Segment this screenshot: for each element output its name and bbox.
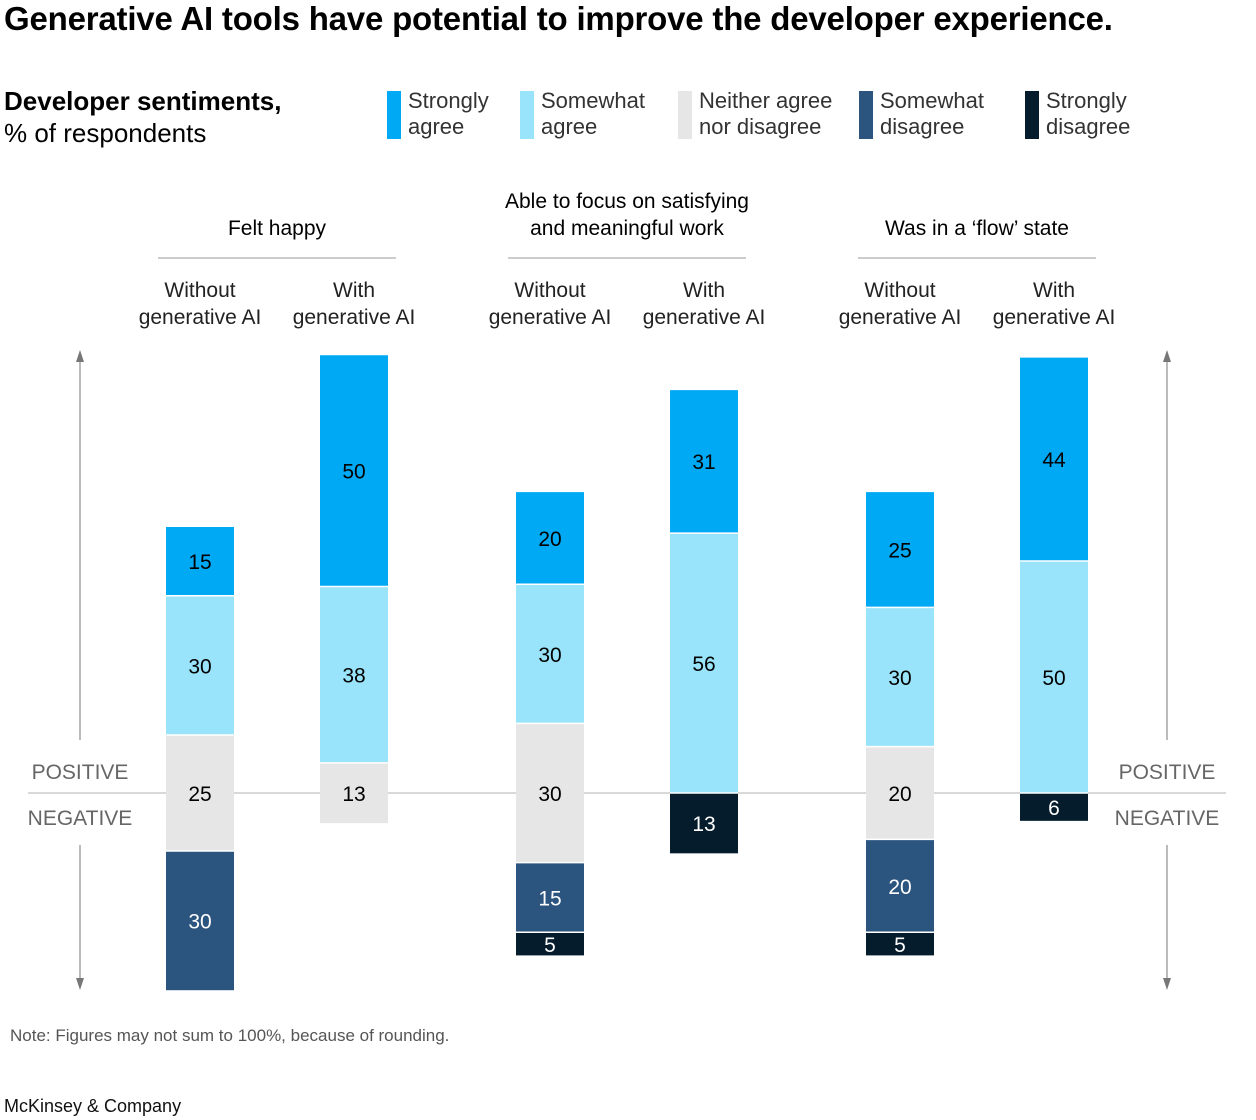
bar-segment-strongly-agree — [166, 526, 234, 596]
legend-item-strongly-agree: Strongly agree — [387, 88, 558, 140]
data-label-strongly-disagree: 5 — [894, 934, 906, 957]
bar-segment-somewhat-agree — [516, 584, 584, 724]
data-label-strongly-agree: 31 — [692, 451, 715, 474]
chart-source: McKinsey & Company — [4, 1096, 182, 1116]
bar-segment-somewhat-agree — [166, 595, 234, 735]
data-label-somewhat-agree: 38 — [342, 665, 365, 688]
bar-label: Without — [514, 279, 585, 302]
right-axis-negative-label: NEGATIVE — [1115, 807, 1220, 830]
bar-segment-somewhat-agree — [320, 586, 388, 763]
bar-label: Without — [164, 279, 235, 302]
data-label-somewhat-disagree: 30 — [188, 911, 211, 934]
bar-segment-strongly-disagree — [670, 793, 738, 854]
data-label-strongly-agree: 15 — [188, 551, 211, 574]
bar-segment-somewhat-agree — [670, 533, 738, 793]
bar-segment-neither-agree-nor-disagree — [866, 746, 934, 840]
bar-segment-somewhat-agree — [1020, 561, 1088, 793]
group-title-3: Was in a ‘flow’ state — [885, 217, 1069, 240]
data-label-neither-agree-nor-disagree: 13 — [342, 783, 365, 806]
legend-label: Strongly agree — [408, 88, 489, 139]
left-axis-positive-label: POSITIVE — [32, 761, 129, 784]
legend-label: Somewhat disagree — [880, 88, 984, 139]
bar-segment-strongly-agree — [516, 491, 584, 585]
legend-item-somewhat-agree: Somewhat agree — [520, 88, 691, 140]
bar-label: generative AI — [643, 306, 766, 329]
right-axis-up-arrow — [1163, 350, 1171, 362]
bar-segment-strongly-agree — [320, 354, 388, 587]
chart-title: Generative AI tools have potential to im… — [4, 0, 1113, 37]
bar-segment-strongly-agree — [866, 491, 934, 608]
bar-segment-somewhat-agree — [866, 607, 934, 747]
data-label-strongly-disagree: 6 — [1048, 797, 1060, 820]
data-label-strongly-disagree: 13 — [692, 813, 715, 836]
data-label-strongly-agree: 44 — [1042, 449, 1066, 472]
bar-segment-somewhat-disagree — [516, 862, 584, 933]
bar-label: Without — [864, 279, 935, 302]
right-axis-positive-label: POSITIVE — [1119, 761, 1216, 784]
data-label-somewhat-agree: 30 — [888, 667, 911, 690]
bar-segment-somewhat-disagree — [866, 839, 934, 933]
legend-label: Strongly disagree — [1046, 88, 1131, 139]
bar-segment-strongly-agree — [1020, 356, 1088, 561]
legend-swatch — [520, 91, 534, 139]
legend-label: Neither agree nor disagree — [699, 88, 833, 139]
bar-segment-strongly-disagree — [516, 932, 584, 956]
data-label-strongly-agree: 20 — [538, 528, 561, 551]
group-title-2: and meaningful work — [530, 217, 724, 240]
bar-label: generative AI — [839, 306, 962, 329]
legend-label: Somewhat agree — [541, 88, 645, 139]
bar-label: generative AI — [993, 306, 1116, 329]
data-label-strongly-agree: 25 — [888, 539, 911, 562]
right-axis-down-arrow — [1163, 978, 1171, 990]
bar-label: generative AI — [489, 306, 612, 329]
data-label-neither-agree-nor-disagree: 30 — [538, 783, 561, 806]
data-label-somewhat-agree: 50 — [1042, 667, 1065, 690]
legend-swatch — [678, 91, 692, 139]
bar-segment-strongly-disagree — [1020, 793, 1088, 821]
bar-label: With — [1033, 279, 1075, 302]
bar-label: generative AI — [293, 306, 416, 329]
chart-subtitle-bold: Developer sentiments, — [4, 86, 282, 116]
legend-swatch — [859, 91, 873, 139]
chart-note: Note: Figures may not sum to 100%, becau… — [10, 1026, 450, 1045]
data-label-strongly-disagree: 5 — [544, 934, 556, 957]
bar-segment-neither-agree-nor-disagree — [166, 735, 234, 851]
group-title-1: Felt happy — [228, 217, 327, 240]
chart-subtitle: % of respondents — [4, 118, 207, 148]
legend-swatch — [387, 91, 401, 139]
data-label-strongly-agree: 50 — [342, 461, 365, 484]
bar-segment-strongly-agree — [670, 389, 738, 534]
legend-item-somewhat-disagree: Somewhat disagree — [859, 88, 1030, 140]
bar-segment-neither-agree-nor-disagree — [320, 762, 388, 824]
data-label-neither-agree-nor-disagree: 25 — [188, 783, 211, 806]
data-label-somewhat-disagree: 15 — [538, 887, 561, 910]
left-axis-negative-label: NEGATIVE — [28, 807, 133, 830]
left-axis-down-arrow — [76, 978, 84, 990]
data-label-somewhat-agree: 56 — [692, 653, 715, 676]
data-label-somewhat-disagree: 20 — [888, 876, 911, 899]
legend-swatch — [1025, 91, 1039, 139]
data-label-somewhat-agree: 30 — [188, 655, 211, 678]
data-label-neither-agree-nor-disagree: 20 — [888, 783, 911, 806]
bar-segment-somewhat-disagree — [166, 851, 234, 991]
bar-label: With — [683, 279, 725, 302]
bar-segment-strongly-disagree — [866, 932, 934, 956]
group-title-2: Able to focus on satisfying — [505, 190, 749, 213]
bar-label: generative AI — [139, 306, 262, 329]
bar-label: With — [333, 279, 375, 302]
left-axis-up-arrow — [76, 350, 84, 362]
bar-segment-neither-agree-nor-disagree — [516, 723, 584, 863]
legend-item-neither: Neither agree nor disagree — [678, 88, 849, 140]
legend-item-strongly-disagree: Strongly disagree — [1025, 88, 1196, 140]
data-label-somewhat-agree: 30 — [538, 644, 561, 667]
